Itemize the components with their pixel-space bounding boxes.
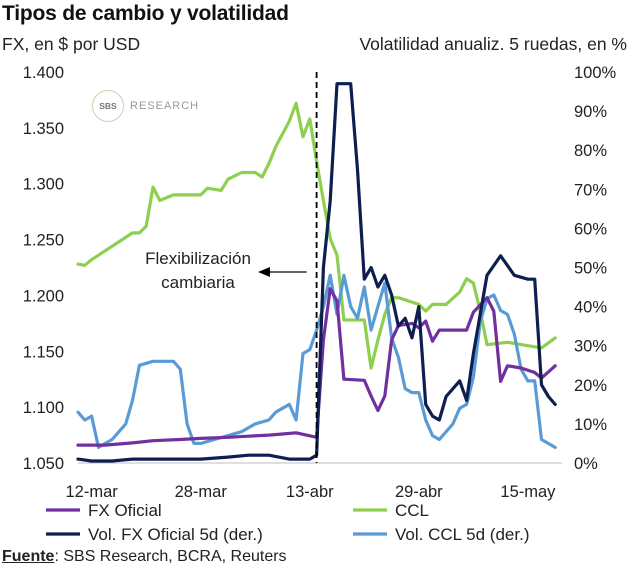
- left-tick-label: 1.150: [23, 343, 64, 361]
- left-tick-label: 1.050: [23, 455, 64, 473]
- left-tick-label: 1.250: [23, 232, 64, 250]
- right-tick-label: 0%: [574, 455, 598, 473]
- right-tick-label: 40%: [574, 299, 607, 317]
- right-tick-label: 100%: [574, 64, 617, 82]
- left-tick-label: 1.300: [23, 176, 64, 194]
- legend-label-vol-ccl: Vol. CCL 5d (der.): [395, 525, 530, 544]
- series-line-fx-oficial: [76, 287, 557, 447]
- sbs-research-logo: SBS RESEARCH: [92, 90, 199, 122]
- source-label: Fuente: [2, 548, 55, 565]
- right-tick-label: 80%: [574, 142, 607, 160]
- chart-title: Tipos de cambio y volatilidad: [2, 2, 289, 25]
- x-tick-label: 13-abr: [286, 483, 334, 501]
- right-axis-title: Volatilidad anualiz. 5 ruedas, en %: [359, 34, 627, 54]
- legend-label-vol-fx: Vol. FX Oficial 5d (der.): [88, 525, 263, 544]
- logo-text: RESEARCH: [130, 100, 200, 112]
- left-tick-label: 1.400: [23, 64, 64, 82]
- source-note: Fuente: SBS Research, BCRA, Reuters: [2, 548, 287, 566]
- right-tick-label: 60%: [574, 220, 607, 238]
- x-tick-label: 12-mar: [66, 483, 119, 501]
- series-line-ccl: [76, 101, 557, 370]
- x-tick-label: 28-mar: [175, 483, 228, 501]
- right-tick-label: 10%: [574, 416, 607, 434]
- right-tick-label: 70%: [574, 181, 607, 199]
- x-tick-label: 15-may: [500, 483, 556, 501]
- legend-label-fx-oficial: FX Oficial: [88, 501, 162, 520]
- annotation-arrow-head: [258, 267, 270, 277]
- x-tick-label: 29-abr: [395, 483, 443, 501]
- right-tick-label: 50%: [574, 260, 607, 278]
- source-text: : SBS Research, BCRA, Reuters: [54, 548, 287, 565]
- annotation-line-2: cambiaria: [161, 273, 235, 292]
- left-axis-title: FX, en $ por USD: [2, 34, 141, 54]
- left-tick-label: 1.200: [23, 287, 64, 305]
- logo-mark: SBS: [92, 90, 124, 122]
- annotation-line-1: Flexibilización: [145, 249, 251, 268]
- right-tick-label: 30%: [574, 338, 607, 356]
- right-tick-label: 20%: [574, 377, 607, 395]
- right-tick-label: 90%: [574, 103, 607, 121]
- series-line-vol-fx: [76, 82, 557, 463]
- left-tick-label: 1.100: [23, 399, 64, 417]
- legend-label-ccl: CCL: [395, 501, 429, 520]
- left-tick-label: 1.350: [23, 120, 64, 138]
